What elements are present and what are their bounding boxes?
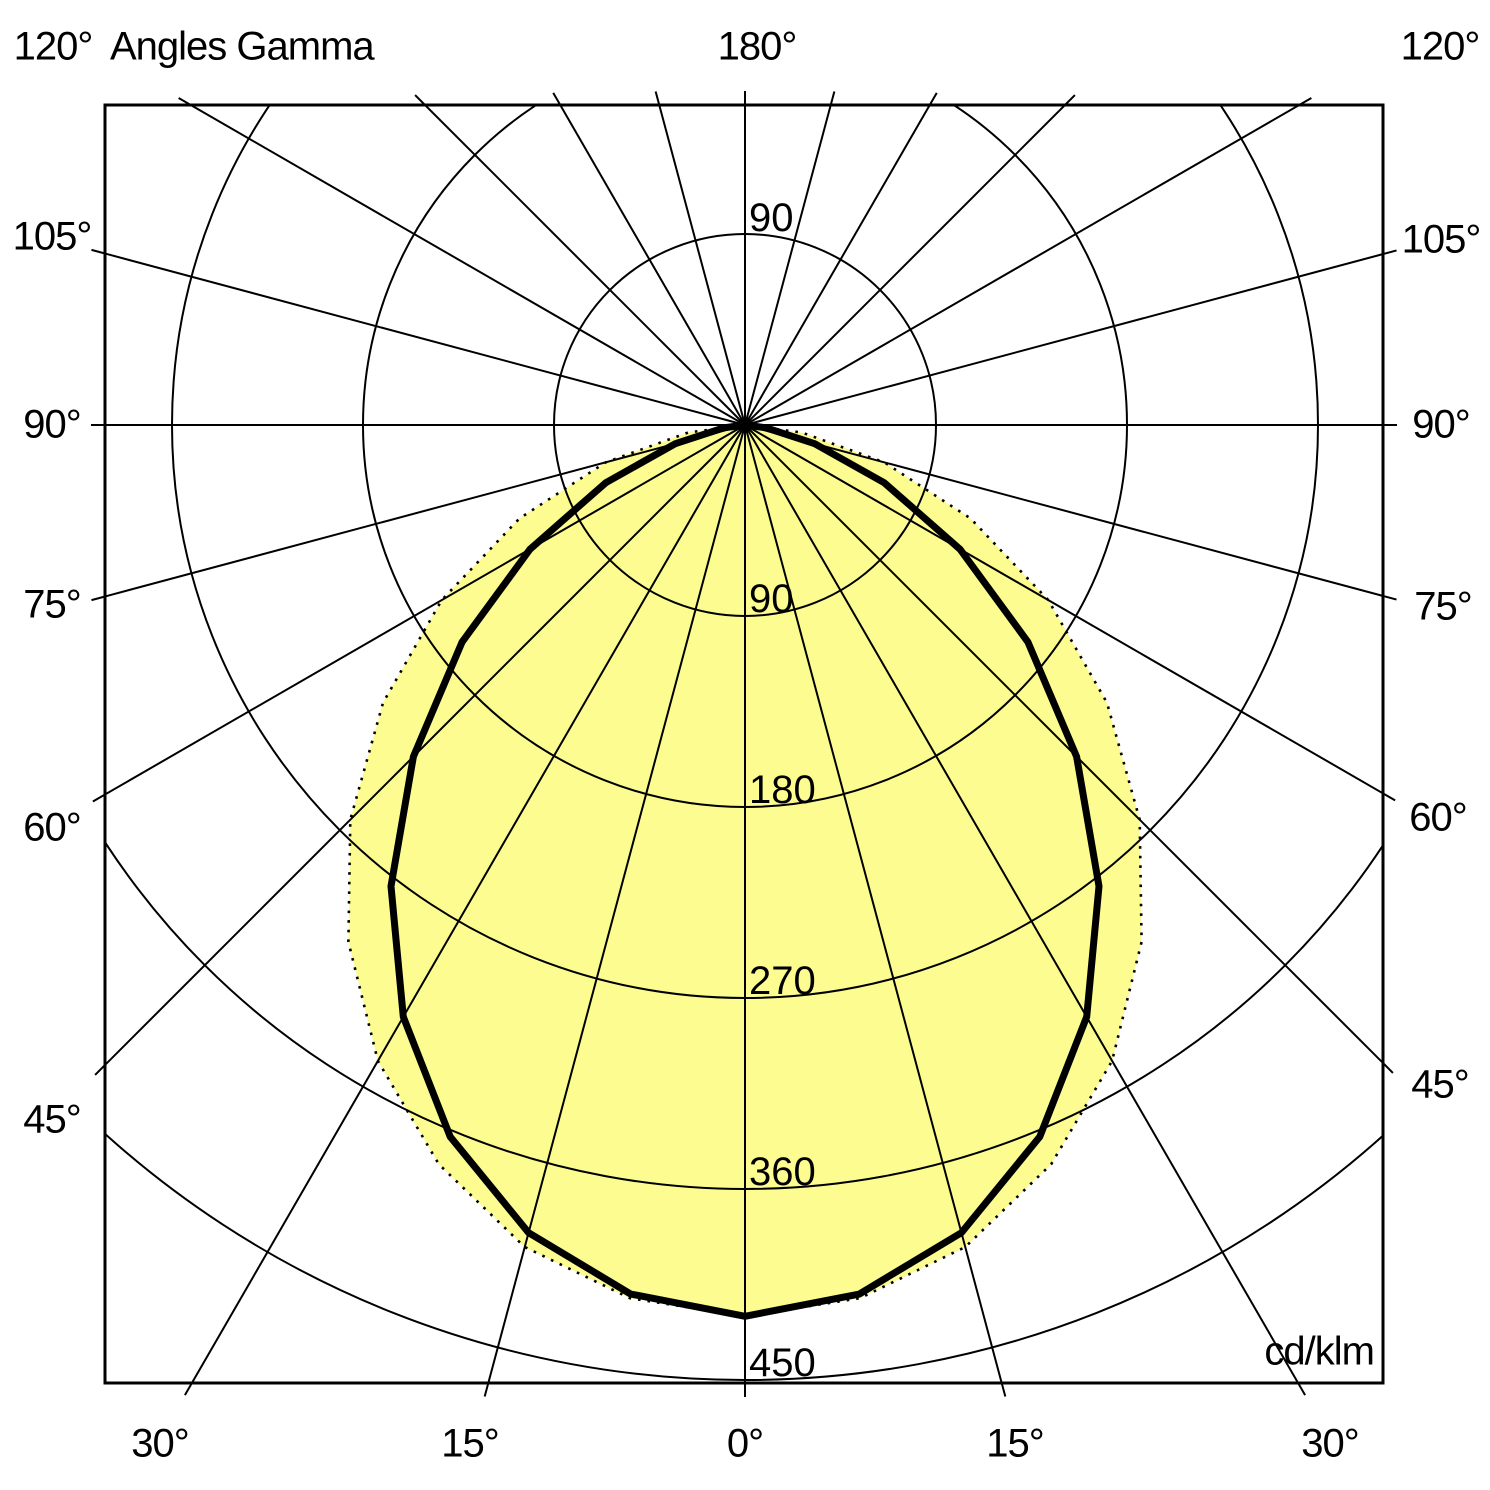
frame-ticks [91,91,1397,1397]
ring-labels: 90 90 180 270 360 450 [749,196,816,1385]
grid-radial [744,424,1003,1383]
ring-label: 180 [749,768,816,812]
grid-radial [559,105,746,426]
grid-radial [744,105,931,426]
ring-label: 90 [749,577,794,621]
grid-radial [190,424,746,1383]
grid-radial [423,105,746,426]
grid-radial [744,424,1383,1065]
gamma-label-75-left: 75° [23,582,81,627]
grid-radial [744,253,1383,426]
gamma-label-45-right: 45° [1411,1062,1469,1107]
gamma-label-75-right: 75° [1414,584,1472,629]
chart-title: Angles Gamma [110,24,375,69]
grid-radial [487,424,746,1383]
gamma-label-180-top-center: 180° [717,24,798,69]
gamma-label-30-bottom-left: 30° [131,1421,189,1466]
grid-radial [188,105,746,426]
gamma-label-105-right: 105° [1401,217,1482,262]
gamma-label-60-right: 60° [1409,795,1467,840]
unit-label: cd/klm [1264,1329,1375,1374]
grid-radial [744,105,1302,426]
grid-radial [744,105,1067,426]
gamma-label-90-left: 90° [23,402,81,447]
grid-radial [105,424,746,598]
ring-label-90-upper: 90 [749,196,794,240]
intensity-curves [347,421,1143,1320]
gamma-label-120-top-left: 120° [13,24,94,69]
grid-radial [744,105,832,426]
grid-radial [658,105,746,426]
gamma-label-105-left: 105° [12,214,93,259]
grid-radial [105,252,746,426]
grid-radial [744,424,1383,597]
gamma-label-15-bottom-right: 15° [986,1421,1044,1466]
gamma-label-45-left: 45° [23,1097,81,1142]
ring-label: 450 [749,1341,816,1385]
grid-radial [744,424,1300,1383]
gamma-label-120-top-right: 120° [1400,24,1481,69]
plot-frame [103,103,1385,1385]
gamma-label-0-bottom: 0° [726,1421,764,1466]
gamma-label-30-bottom-right: 30° [1301,1421,1359,1466]
gamma-label-90-right: 90° [1412,402,1470,447]
grid-radial [105,424,746,1067]
solid-intensity-curve [387,421,1103,1320]
ring-label: 360 [749,1150,816,1194]
ring-label: 270 [749,959,816,1003]
gamma-label-15-bottom-left: 15° [441,1421,499,1466]
gamma-label-60-left: 60° [23,805,81,850]
